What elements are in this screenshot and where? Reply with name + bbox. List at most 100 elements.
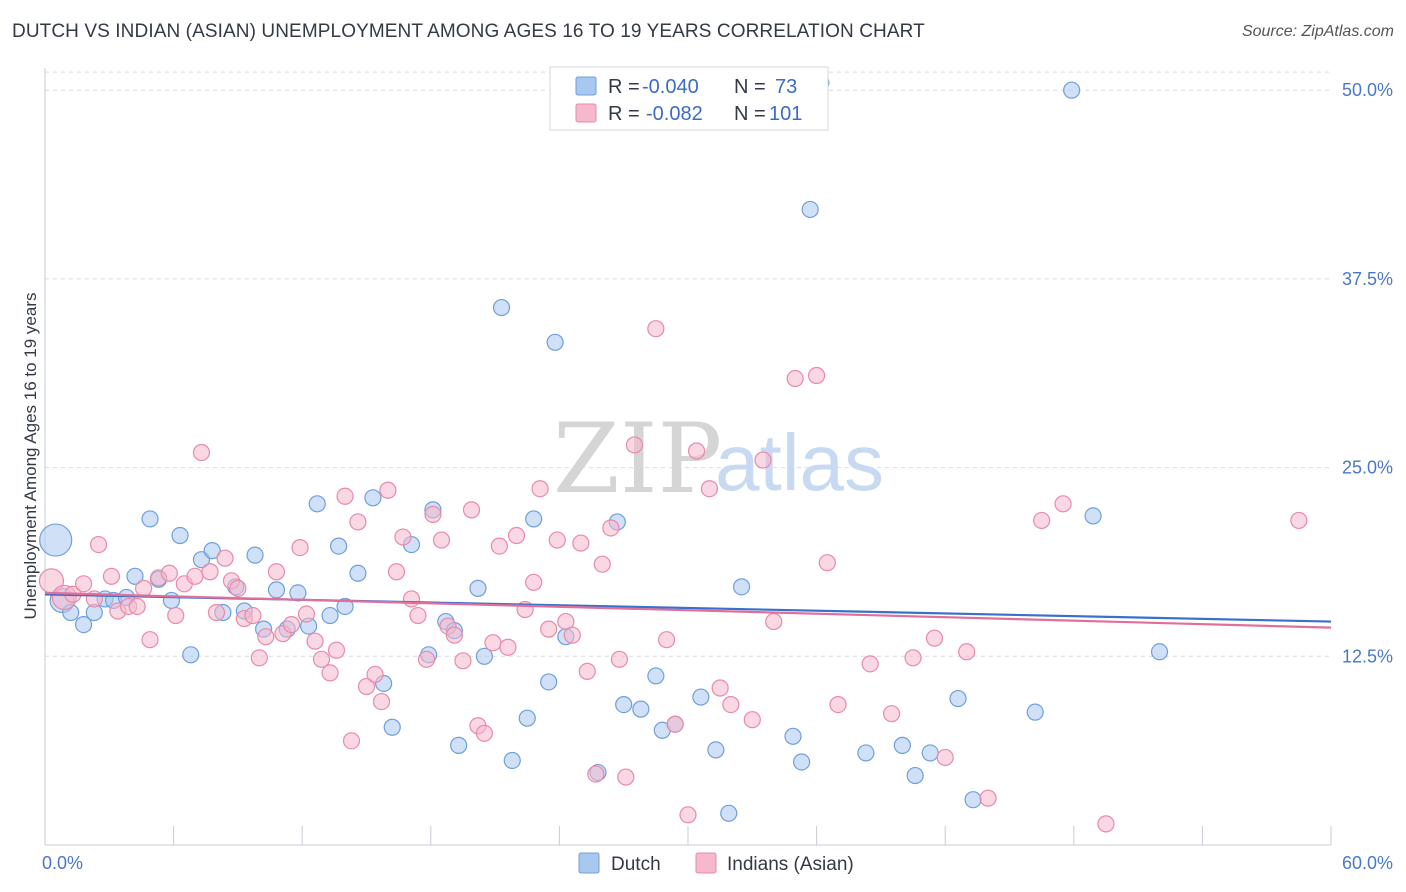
- indian-point: [786, 369, 804, 388]
- bottom-legend-label-dutch: Dutch: [611, 854, 661, 875]
- indian-point: [743, 711, 761, 729]
- dutch-point: [1026, 703, 1044, 721]
- indian-point: [192, 443, 211, 462]
- indian-point: [74, 575, 93, 593]
- dutch-point: [336, 597, 354, 616]
- y-tick-label: 12.5%: [1342, 646, 1393, 666]
- indian-point: [321, 664, 339, 682]
- dutch-point: [492, 298, 511, 317]
- stats-legend-n-value-dutch: 73: [775, 76, 797, 98]
- dutch-point: [546, 333, 564, 351]
- indian-point: [548, 531, 566, 549]
- dutch-point: [330, 537, 348, 555]
- indian-point: [754, 451, 772, 469]
- indian-point: [357, 677, 376, 696]
- indian-point: [257, 628, 275, 646]
- stats-legend-n-value-indian: 101: [769, 103, 802, 125]
- indian-point: [1290, 511, 1308, 530]
- dutch-point: [720, 804, 738, 822]
- x-tick-label-min: 0.0%: [42, 853, 83, 873]
- indian-point: [201, 563, 219, 581]
- indian-point: [883, 705, 901, 723]
- indian-point: [610, 650, 629, 668]
- indian-point: [102, 567, 121, 585]
- indian-point: [167, 606, 185, 625]
- dutch-point: [801, 200, 819, 219]
- indian-point: [679, 806, 697, 824]
- dutch-point: [171, 526, 189, 545]
- trend-line-indian: [44, 591, 1332, 629]
- indian-point: [563, 626, 581, 644]
- stats-legend-r-label-dutch: R =: [608, 76, 640, 98]
- dutch-point: [525, 510, 543, 528]
- bottom-legend-label-indian: Indians (Asian): [727, 854, 854, 875]
- indian-point: [141, 631, 159, 649]
- indian-point: [89, 535, 108, 554]
- indian-point: [525, 573, 543, 591]
- indian-point: [244, 606, 262, 625]
- indian-point: [936, 748, 954, 767]
- indian-point: [722, 696, 740, 714]
- indian-point: [424, 505, 442, 523]
- indian-point: [394, 528, 412, 546]
- indian-point: [134, 579, 153, 597]
- indian-point: [409, 606, 427, 625]
- indian-point: [666, 715, 684, 733]
- indian-point: [657, 631, 676, 649]
- stats-legend-n-label-indian: N =: [734, 103, 766, 125]
- indian-point: [1033, 511, 1051, 530]
- dutch-point: [39, 523, 73, 557]
- indian-point: [958, 643, 976, 661]
- indian-point: [462, 501, 481, 519]
- indian-point: [372, 692, 391, 711]
- indian-point: [475, 724, 493, 742]
- dutch-point: [906, 766, 924, 785]
- dutch-point: [364, 489, 382, 507]
- indian-point: [366, 665, 384, 684]
- indian-point: [186, 567, 204, 585]
- stats-legend-swatch-dutch: [575, 76, 597, 96]
- dutch-point: [74, 615, 93, 634]
- indian-point: [807, 366, 826, 385]
- indian-point: [282, 615, 301, 634]
- indian-point: [578, 662, 596, 680]
- indian-point: [327, 641, 346, 659]
- indian-point: [700, 480, 719, 498]
- dutch-point: [615, 696, 633, 714]
- indian-point: [342, 732, 361, 750]
- indian-point: [216, 549, 234, 567]
- indian-point: [1054, 495, 1072, 513]
- indian-point: [445, 626, 463, 644]
- x-ticks: [44, 826, 1332, 845]
- indian-point: [490, 537, 508, 555]
- dutch-point: [857, 744, 875, 762]
- indian-point: [454, 652, 472, 670]
- dutch-point: [632, 700, 650, 718]
- indian-point: [250, 649, 268, 667]
- dutch-point: [1150, 643, 1169, 661]
- dutch-point: [267, 581, 286, 599]
- dutch-point: [450, 736, 468, 754]
- indian-point: [229, 579, 247, 597]
- stats-legend-r-label-indian: R =: [608, 103, 640, 125]
- dutch-point: [732, 578, 751, 596]
- indian-point: [379, 481, 397, 499]
- y-tick-label: 37.5%: [1342, 269, 1393, 289]
- indian-point: [540, 620, 558, 638]
- dutch-point: [308, 495, 326, 513]
- dutch-point: [949, 689, 967, 708]
- stats-legend: R = -0.040 N = 73 R = -0.082 N = 101: [549, 66, 829, 131]
- indian-point: [291, 539, 309, 557]
- dutch-point: [246, 546, 264, 564]
- bottom-legend-swatch-dutch: [578, 852, 600, 874]
- indian-point: [160, 564, 178, 582]
- indian-point: [402, 590, 421, 608]
- dutch-point: [321, 606, 339, 625]
- dutch-point: [349, 564, 367, 582]
- gridlines: [45, 71, 1331, 657]
- series-indian-points: [38, 320, 1308, 833]
- indian-point: [387, 563, 406, 581]
- indian-point: [925, 629, 944, 647]
- dutch-point: [203, 542, 221, 560]
